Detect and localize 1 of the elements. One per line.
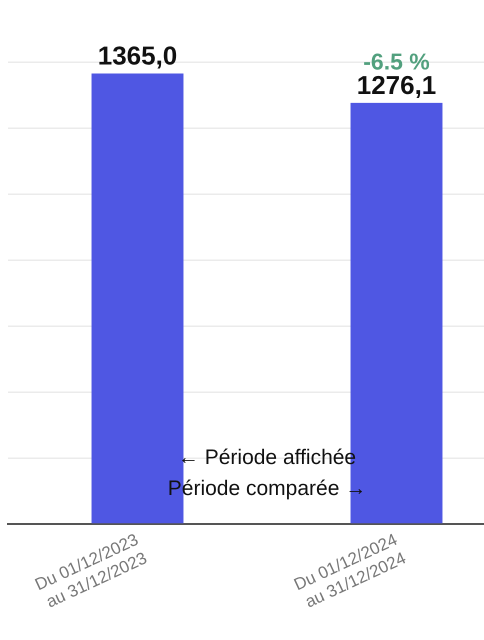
data-label: 1365,0 bbox=[98, 40, 178, 71]
